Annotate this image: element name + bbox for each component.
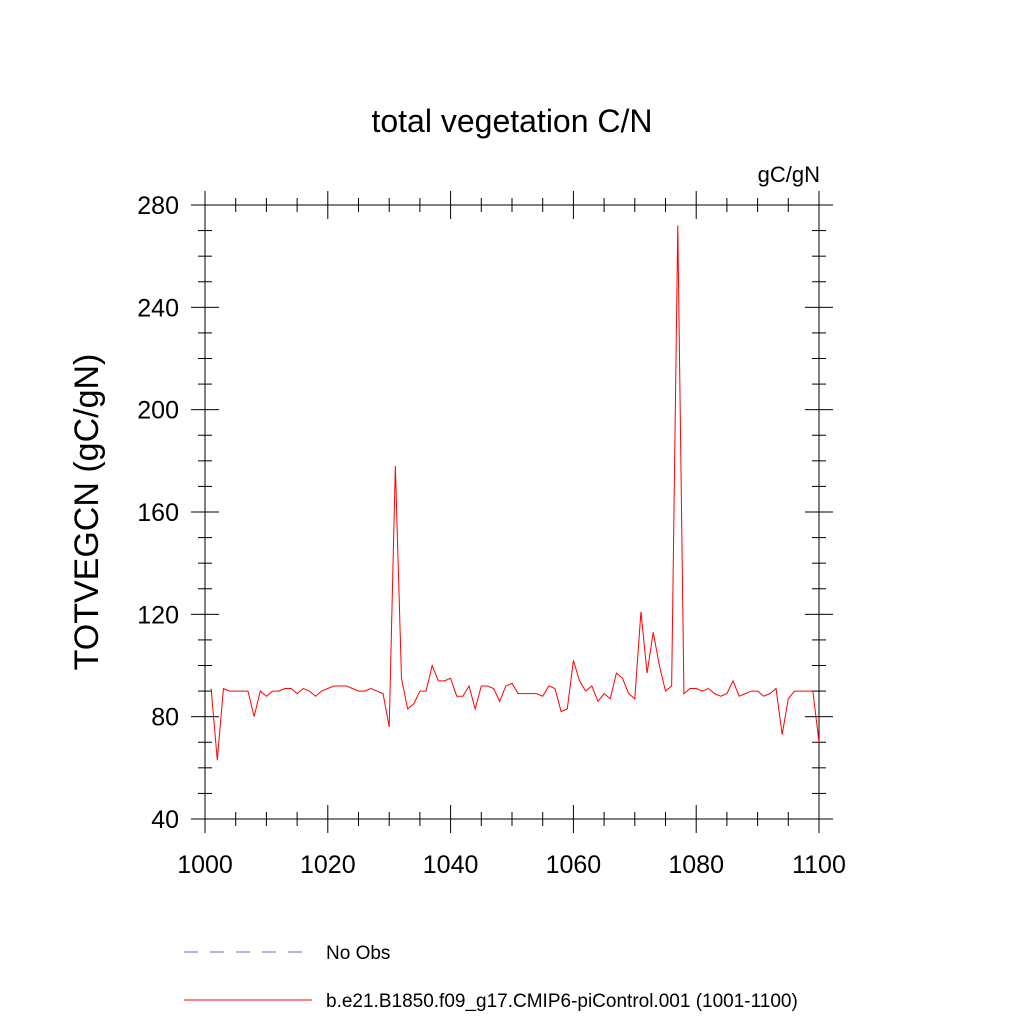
plot-frame: [204, 204, 820, 820]
y-tick-label: 80: [151, 704, 179, 732]
y-tick-label: 160: [137, 499, 179, 527]
y-tick-label: 280: [137, 192, 179, 220]
x-tick-label: 1020: [300, 851, 356, 879]
ticks-layer: 1000 1020 1040 1060 1080 1100 40 80 120 160 200 240…: [137, 191, 846, 879]
legend-label-0: No Obs: [326, 943, 390, 964]
x-tick-label: 1000: [177, 851, 233, 879]
legend: No Obs b.e21.B1850.f09_g17.CMIP6-piContro…: [184, 943, 798, 1012]
legend-label-1: b.e21.B1850.f09_g17.CMIP6-piControl.001 …: [326, 991, 798, 1012]
series-layer: [210, 225, 820, 761]
x-tick-label: 1080: [668, 851, 724, 879]
y-tick-label: 40: [151, 806, 179, 834]
series-line-1: [210, 225, 820, 761]
y-tick-label: 120: [137, 601, 179, 629]
y-tick-label: 200: [137, 397, 179, 425]
x-tick-label: 1060: [546, 851, 602, 879]
x-tick-label: 1040: [423, 851, 479, 879]
chart-title: total vegetation C/N: [371, 103, 652, 139]
units-label: gC/gN: [758, 162, 820, 187]
y-tick-label: 240: [137, 294, 179, 322]
x-tick-label: 1100: [792, 851, 846, 879]
y-axis-label: TOTVEGCN (gC/gN): [68, 354, 106, 671]
